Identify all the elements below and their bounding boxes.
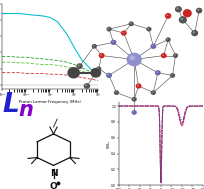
Circle shape <box>165 14 168 16</box>
Circle shape <box>111 41 113 43</box>
Circle shape <box>150 90 155 95</box>
Circle shape <box>151 91 153 93</box>
Circle shape <box>180 18 182 20</box>
Circle shape <box>132 98 134 99</box>
Circle shape <box>178 16 186 24</box>
Circle shape <box>172 53 177 58</box>
Circle shape <box>154 70 160 75</box>
Circle shape <box>183 10 190 17</box>
Circle shape <box>151 45 153 46</box>
Circle shape <box>145 27 151 32</box>
Circle shape <box>99 54 101 56</box>
Circle shape <box>68 68 79 78</box>
Circle shape <box>110 40 116 45</box>
Circle shape <box>129 55 134 60</box>
Circle shape <box>166 38 167 40</box>
Text: N: N <box>49 169 57 178</box>
Circle shape <box>97 67 99 69</box>
Circle shape <box>107 28 109 29</box>
Circle shape <box>120 30 126 36</box>
Circle shape <box>165 37 170 42</box>
Text: O: O <box>49 182 57 189</box>
Circle shape <box>106 73 111 78</box>
Circle shape <box>107 74 109 76</box>
Circle shape <box>147 28 149 29</box>
Circle shape <box>84 84 87 86</box>
Circle shape <box>113 90 119 95</box>
Text: n: n <box>18 100 33 120</box>
Circle shape <box>96 66 101 71</box>
Circle shape <box>190 30 197 36</box>
Circle shape <box>121 32 123 33</box>
Circle shape <box>173 54 175 56</box>
Circle shape <box>160 53 166 58</box>
Circle shape <box>161 54 163 56</box>
Circle shape <box>76 63 82 69</box>
Circle shape <box>195 8 201 13</box>
Circle shape <box>170 74 172 76</box>
Circle shape <box>98 53 104 58</box>
Circle shape <box>126 53 141 66</box>
Circle shape <box>92 45 94 46</box>
Circle shape <box>131 97 136 102</box>
Circle shape <box>128 21 133 26</box>
Circle shape <box>114 91 116 93</box>
Circle shape <box>155 71 157 73</box>
Circle shape <box>83 83 90 89</box>
Circle shape <box>91 69 100 77</box>
Circle shape <box>136 84 138 86</box>
Circle shape <box>169 73 174 78</box>
Circle shape <box>164 13 171 19</box>
Circle shape <box>192 31 194 33</box>
Text: L: L <box>2 92 19 118</box>
Circle shape <box>129 22 131 24</box>
Circle shape <box>150 44 155 49</box>
Circle shape <box>135 83 141 89</box>
Circle shape <box>174 6 181 12</box>
Circle shape <box>106 27 111 32</box>
Circle shape <box>175 7 178 10</box>
Circle shape <box>196 9 198 11</box>
Circle shape <box>91 44 96 49</box>
Circle shape <box>132 111 134 113</box>
Y-axis label: S/S₀: S/S₀ <box>106 139 110 148</box>
Circle shape <box>131 110 136 115</box>
Circle shape <box>77 64 80 67</box>
X-axis label: Proton Larmor Frequency (MHz): Proton Larmor Frequency (MHz) <box>19 100 81 104</box>
